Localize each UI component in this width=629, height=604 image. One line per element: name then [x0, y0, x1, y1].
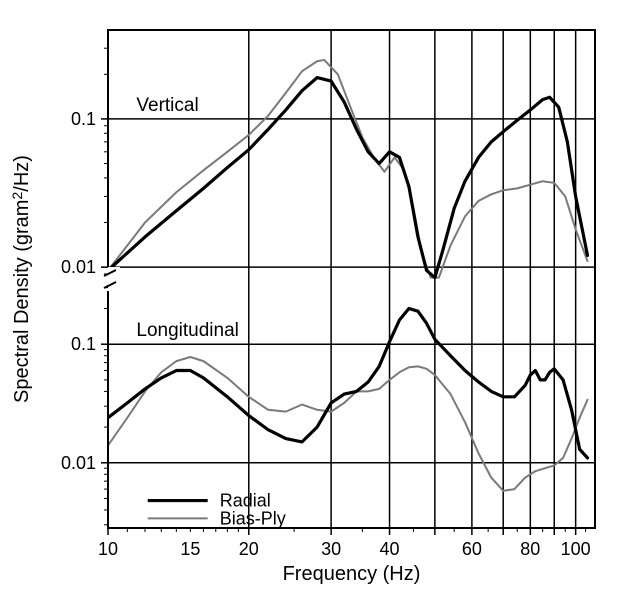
- x-tick-label-60: 60: [462, 539, 482, 559]
- y-tick-label-longitudinal-0.1: 0.1: [71, 334, 96, 354]
- x-tick-label-80: 80: [520, 539, 540, 559]
- x-tick-label-10: 10: [98, 539, 118, 559]
- x-tick-label-15: 15: [180, 539, 200, 559]
- y-axis-label: Spectral Density (gram2/Hz): [9, 155, 33, 403]
- y-tick-label-vertical-0.1: 0.1: [71, 109, 96, 129]
- vertical-title: Vertical: [136, 95, 198, 116]
- x-axis-label: Frequency (Hz): [283, 563, 421, 585]
- x-tick-label-40: 40: [380, 539, 400, 559]
- legend-bias-ply-label: Bias-Ply: [220, 508, 286, 528]
- longitudinal-title: Longitudinal: [136, 320, 238, 341]
- y-tick-label-longitudinal-0.01: 0.01: [61, 453, 96, 473]
- x-tick-label-100: 100: [561, 539, 591, 559]
- x-tick-label-20: 20: [239, 539, 259, 559]
- spectral-density-chart: Vertical Longitudinal 10 15 20 30 40 60 80 100 Fre…: [0, 0, 629, 604]
- x-tick-label-30: 30: [321, 539, 341, 559]
- y-tick-label-vertical-0.01: 0.01: [61, 257, 96, 277]
